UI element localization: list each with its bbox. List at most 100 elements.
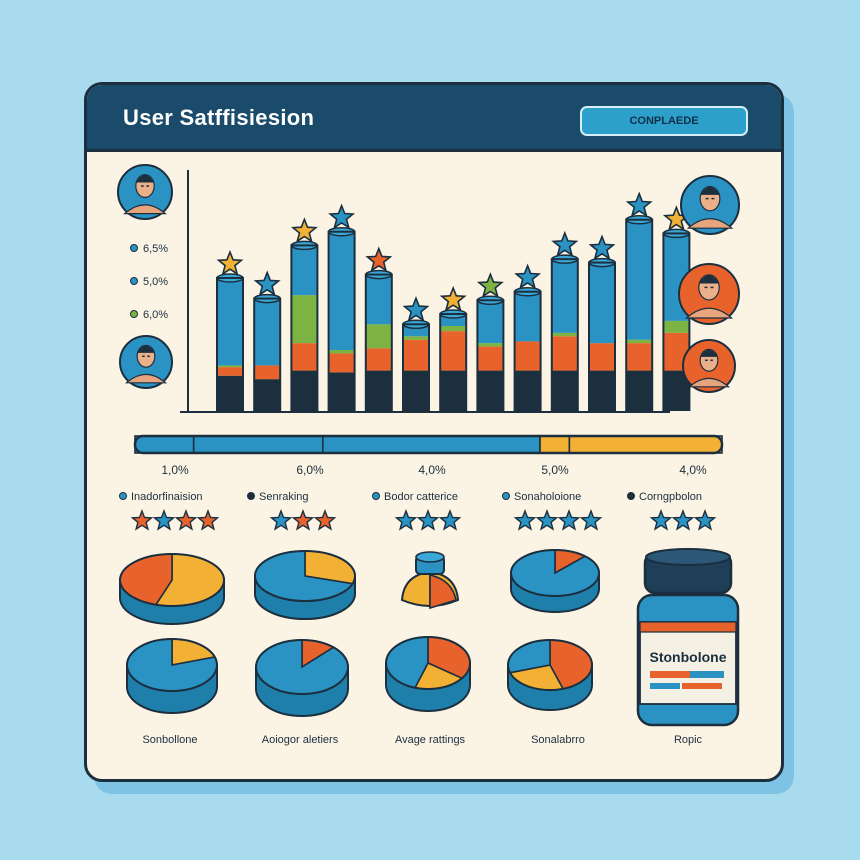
bar-segment [328, 353, 355, 373]
bar-segment [477, 300, 504, 344]
bar-outline [476, 299, 505, 411]
bar-segment [291, 343, 318, 371]
bar-segment [477, 370, 504, 410]
bar-3 [290, 217, 319, 411]
bar-outline [625, 218, 654, 411]
bar-segment [328, 231, 355, 350]
chart-legend: 6,5% 5,0% 6,0% [130, 243, 168, 321]
bar-segment [440, 331, 467, 371]
avatars [117, 164, 740, 393]
rating-star-icon [438, 509, 462, 531]
bar-segment [477, 346, 504, 371]
progress-segment [134, 435, 195, 454]
bar-segment [217, 367, 243, 376]
progress-tick-label: 6,0% [296, 463, 324, 477]
legend-label: 5,0% [143, 276, 168, 288]
rating-star-icon [671, 509, 695, 531]
bottom-label: Sonbollone [142, 734, 197, 746]
rating-star-icon [513, 509, 537, 531]
bar-outline [550, 258, 579, 411]
rating-star-icon [269, 509, 293, 531]
bar-segment [365, 370, 392, 410]
legend-dot [130, 244, 138, 252]
user-avatar [680, 175, 740, 235]
rating-star-icon [253, 270, 281, 297]
pie-chart-icon [507, 639, 593, 711]
legend-dot [130, 277, 138, 285]
pie-chart-icon [255, 639, 349, 717]
bar-segment [663, 320, 690, 333]
bar-segment [403, 370, 429, 410]
progress-tick-label: 4,0% [418, 463, 446, 477]
category-label: Corngpbolon [639, 491, 702, 503]
bar-segment [477, 343, 504, 347]
bottom-label: Sonalabrro [531, 734, 585, 746]
bar-segment [440, 370, 467, 410]
bottle-label-text: Stonbolone [650, 649, 727, 665]
bar-segment [514, 341, 541, 371]
bar-segment [403, 339, 429, 371]
bar-segment [551, 332, 578, 337]
bar-outline [253, 297, 282, 412]
bar-segment [626, 219, 653, 340]
bar-segment [254, 298, 281, 366]
bar-outline [662, 232, 691, 411]
pie-charts [119, 549, 600, 717]
bar-outline [513, 290, 542, 412]
supplement-bottle: Stonbolone [636, 548, 740, 727]
category-dot [247, 492, 255, 500]
bar-segment [217, 365, 243, 368]
rating-star-icon [416, 509, 440, 531]
progress-tick-label: 1,0% [161, 463, 189, 477]
rating-star-icon [394, 509, 418, 531]
page-title: User Satffisiesion [123, 105, 315, 130]
legend-dot [130, 310, 138, 318]
legend-label: 6,0% [143, 309, 168, 321]
bar-segment [328, 350, 355, 354]
bar-segment [328, 372, 355, 410]
pie-chart-icon [254, 550, 356, 620]
bar-segment [589, 343, 615, 371]
category-dot [502, 492, 510, 500]
bar-segment [551, 370, 578, 410]
progress-segment [568, 435, 723, 454]
bar-9 [513, 263, 542, 412]
rating-star-icon [557, 509, 581, 531]
bar-segment [514, 370, 541, 410]
complete-button[interactable]: CONPLAEDE [580, 106, 748, 136]
category-label: Inadorfinaision [131, 491, 203, 503]
category-label: Senraking [259, 491, 309, 503]
pie-chart-icon [385, 636, 471, 712]
category-row: Inadorfinaision Senraking Bodor catterice S… [119, 491, 717, 531]
bar-segment [217, 375, 243, 410]
cup-chart-icon [400, 551, 460, 610]
category-dot [627, 492, 635, 500]
bar-11 [588, 234, 616, 412]
rating-star-icon [196, 509, 220, 531]
user-avatar [682, 339, 736, 393]
bottom-label: Ropic [674, 734, 703, 746]
bar-segment [365, 348, 392, 371]
category-item: Corngpbolon [627, 491, 717, 531]
rating-star-icon [402, 296, 430, 322]
bar-segment [626, 339, 653, 344]
progress-segment [322, 435, 541, 454]
rating-star-icon [130, 509, 154, 531]
progress-segment [192, 435, 324, 454]
category-item: Inadorfinaision [119, 491, 220, 531]
pie-chart-icon [119, 553, 225, 625]
horizontal-progress-bar: 1,0% 6,0% 4,0% 5,0% 4,0% [133, 434, 724, 477]
bar-segment [626, 343, 653, 371]
rating-star-icon [174, 509, 198, 531]
user-avatar [117, 164, 173, 220]
bar-segment [291, 370, 318, 410]
rating-star-icon [588, 234, 616, 261]
category-dot [372, 492, 380, 500]
bottom-label: Aoiogor aletiers [262, 734, 339, 746]
category-item: Bodor catterice [372, 491, 462, 531]
bar-segment [291, 245, 318, 296]
bar-2 [253, 270, 282, 412]
bottom-label: Avage rattings [395, 734, 466, 746]
rating-star-icon [535, 509, 559, 531]
